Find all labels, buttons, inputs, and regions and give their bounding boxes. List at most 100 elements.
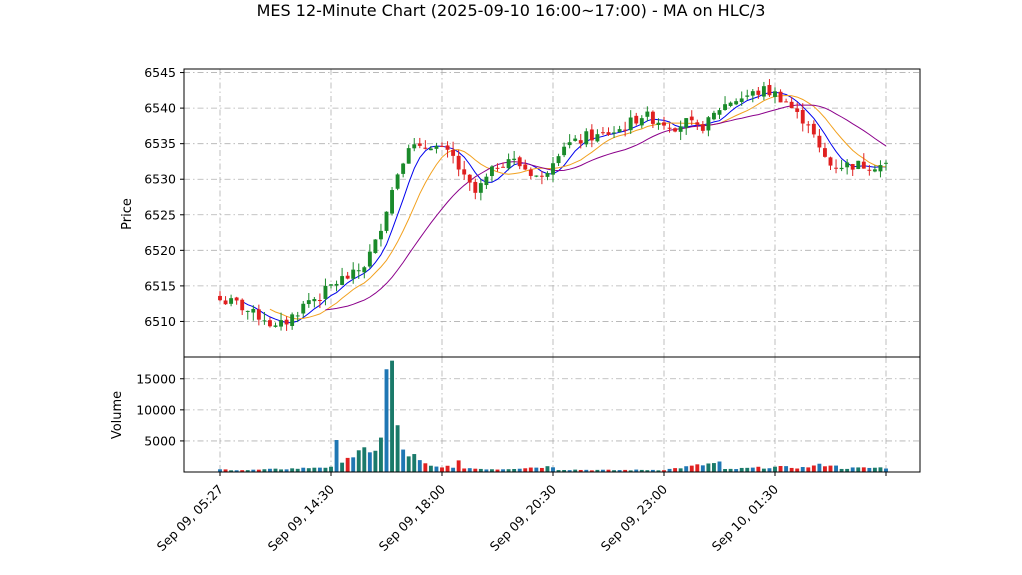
- volume-bar: [867, 467, 872, 472]
- volume-bar: [517, 468, 522, 472]
- candle-body: [567, 142, 572, 146]
- candle-body: [573, 138, 578, 141]
- candle-body: [745, 95, 750, 97]
- candle-body: [467, 174, 472, 183]
- volume-bar: [223, 469, 228, 472]
- candle-body: [795, 108, 800, 112]
- candle-body: [662, 122, 666, 126]
- candle-body: [850, 164, 855, 170]
- candle-body: [817, 135, 822, 148]
- candle-body: [284, 319, 289, 325]
- candle-body: [667, 127, 672, 129]
- candle-body: [856, 160, 861, 169]
- candle-body: [445, 145, 450, 150]
- volume-bar: [689, 465, 694, 472]
- candle-body: [395, 174, 400, 189]
- candle-body: [828, 157, 833, 166]
- volume-bars: [218, 360, 888, 472]
- candle-body: [678, 126, 683, 132]
- volume-bar: [329, 466, 333, 472]
- volume-bar: [767, 468, 772, 472]
- volume-bar: [617, 470, 622, 472]
- candle-body: [556, 156, 561, 164]
- candle-body: [218, 295, 222, 301]
- price-tick-label: 6525: [144, 207, 176, 222]
- candle-body: [317, 300, 322, 302]
- volume-bar: [528, 467, 533, 472]
- candle-body: [589, 129, 594, 141]
- volume-bar: [218, 469, 222, 472]
- candle-body: [290, 314, 295, 327]
- candle-body: [273, 325, 278, 327]
- candle-body: [356, 270, 361, 272]
- candle-body: [706, 117, 711, 131]
- candle-body: [412, 144, 417, 149]
- candle-body: [301, 303, 306, 314]
- price-tick-label: 6515: [144, 278, 176, 293]
- candle-body: [872, 169, 877, 172]
- candle-body: [256, 309, 261, 320]
- candle-body: [595, 134, 600, 142]
- volume-bar: [717, 461, 722, 472]
- candle-body: [379, 230, 383, 240]
- candle-body: [334, 283, 339, 286]
- volume-bar: [340, 462, 345, 472]
- price-tick-label: 6530: [144, 172, 176, 187]
- volume-bar: [245, 470, 250, 472]
- volume-axis-label: Volume: [110, 391, 125, 439]
- candle-body: [262, 320, 267, 322]
- candle-body: [306, 300, 311, 305]
- price-tick-label: 6535: [144, 136, 176, 151]
- volume-bar: [490, 469, 494, 472]
- candle-body: [861, 161, 866, 169]
- volume-bar: [734, 469, 739, 472]
- volume-bar: [501, 469, 505, 472]
- candle-body: [656, 122, 661, 125]
- volume-bar: [817, 463, 822, 472]
- volume-bar: [623, 469, 628, 472]
- candle-body: [789, 101, 794, 109]
- volume-bar: [878, 467, 883, 472]
- volume-bar: [268, 468, 272, 472]
- volume-bar: [334, 440, 339, 472]
- price-y-ticks: 6510 6515 6520 6525 6530 6535 6540 6545: [144, 65, 184, 329]
- volume-bar: [512, 469, 517, 472]
- candle-body: [784, 101, 789, 103]
- volume-bar: [784, 466, 789, 472]
- volume-tick-label: 15000: [136, 371, 176, 386]
- volume-bar: [778, 465, 783, 472]
- candle-body: [345, 275, 350, 279]
- volume-bar: [800, 467, 805, 472]
- volume-bar: [595, 469, 600, 472]
- volume-bar: [229, 470, 234, 472]
- candle-body: [684, 118, 689, 128]
- volume-bar: [495, 469, 500, 472]
- candle-body: [839, 167, 844, 170]
- volume-bar: [279, 469, 283, 472]
- candle-body: [823, 148, 827, 157]
- volume-bar: [284, 469, 289, 472]
- volume-bar: [662, 470, 666, 472]
- candle-body: [534, 175, 539, 177]
- volume-bar: [523, 468, 528, 472]
- candle-body: [434, 146, 439, 149]
- volume-bar: [667, 468, 672, 472]
- candle-body: [428, 148, 433, 151]
- volume-bar: [545, 466, 550, 472]
- candle-body: [712, 112, 716, 120]
- candle-body: [384, 211, 389, 231]
- candle-body: [528, 169, 533, 176]
- candle-body: [806, 124, 811, 126]
- x-tick-label: Sep 09, 05:27: [154, 482, 226, 554]
- candle-body: [251, 308, 256, 313]
- volume-bar: [750, 467, 755, 472]
- candle-body: [639, 118, 644, 126]
- price-axis-label: Price: [120, 198, 135, 230]
- volume-bar: [406, 456, 411, 472]
- volume-bar: [356, 450, 361, 472]
- volume-bar: [462, 468, 467, 472]
- candle-body: [761, 86, 766, 97]
- volume-bar: [317, 467, 322, 472]
- volume-bar: [478, 468, 483, 472]
